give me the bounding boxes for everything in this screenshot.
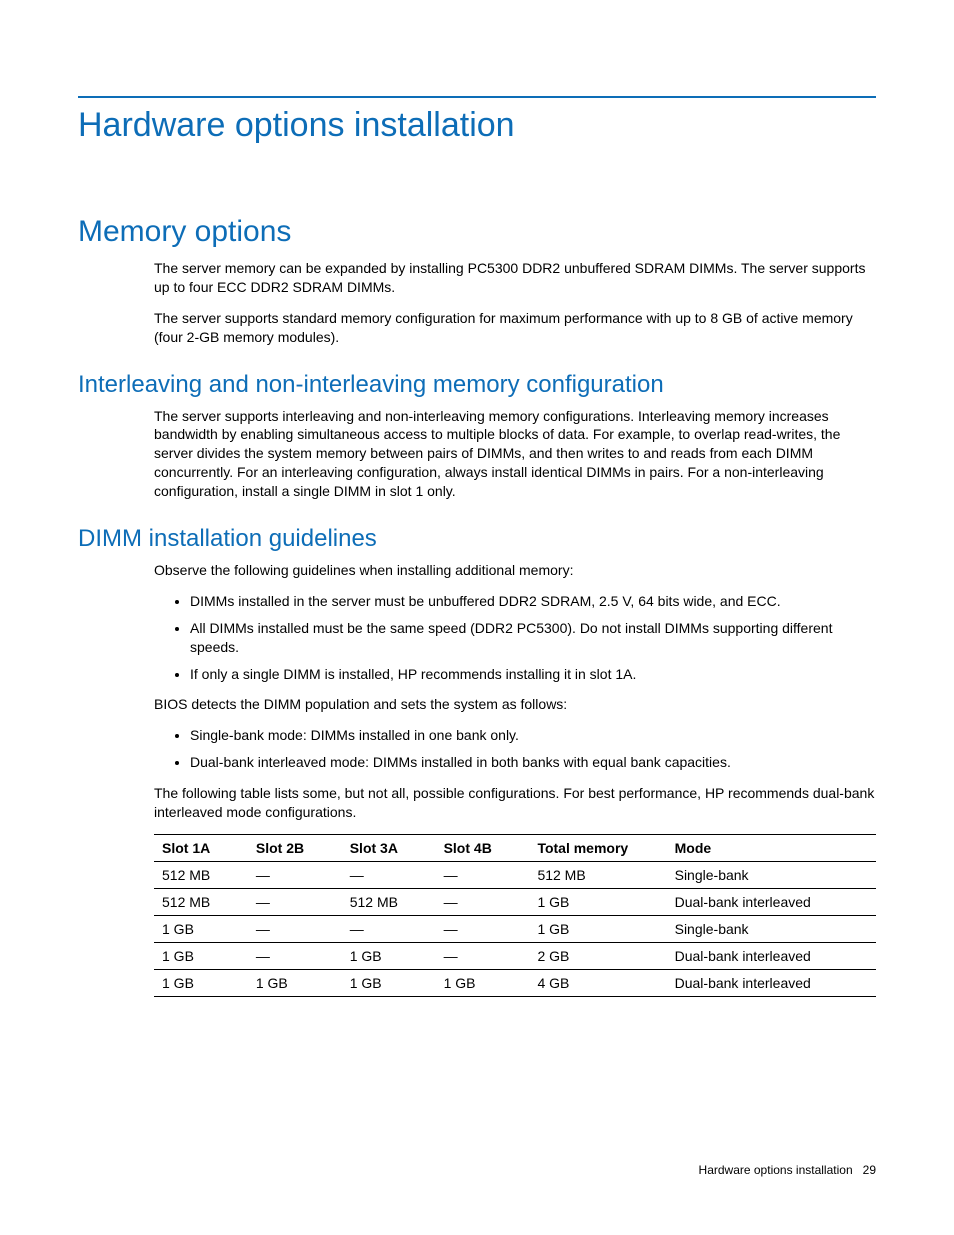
table-cell: — — [436, 942, 530, 969]
table-cell: — — [342, 915, 436, 942]
table-row: 512 MB———512 MBSingle-bank — [154, 861, 876, 888]
table-header-cell: Slot 1A — [154, 834, 248, 861]
table-cell: — — [248, 888, 342, 915]
table-cell: Dual-bank interleaved — [667, 942, 876, 969]
paragraph: The server memory can be expanded by ins… — [154, 259, 876, 297]
table-cell: 1 GB — [154, 942, 248, 969]
list-item: All DIMMs installed must be the same spe… — [190, 619, 876, 657]
table-cell: — — [436, 888, 530, 915]
table-header-cell: Total memory — [529, 834, 666, 861]
table-row: 1 GB———1 GBSingle-bank — [154, 915, 876, 942]
bullet-list-guidelines: DIMMs installed in the server must be un… — [154, 592, 876, 684]
table-cell: 1 GB — [154, 969, 248, 996]
table-header-row: Slot 1A Slot 2B Slot 3A Slot 4B Total me… — [154, 834, 876, 861]
table-cell: 1 GB — [342, 969, 436, 996]
table-cell: — — [436, 861, 530, 888]
list-item: Single-bank mode: DIMMs installed in one… — [190, 726, 876, 745]
table-header-cell: Slot 4B — [436, 834, 530, 861]
table-cell: — — [342, 861, 436, 888]
table-cell: 512 MB — [154, 861, 248, 888]
heading-interleaving: Interleaving and non-interleaving memory… — [78, 371, 876, 399]
table-cell: Single-bank — [667, 861, 876, 888]
list-item: DIMMs installed in the server must be un… — [190, 592, 876, 611]
paragraph: The server supports interleaving and non… — [154, 407, 876, 501]
table-cell: 1 GB — [342, 942, 436, 969]
table-row: 1 GB—1 GB—2 GBDual-bank interleaved — [154, 942, 876, 969]
footer-page-number: 29 — [863, 1163, 876, 1177]
table-cell: — — [248, 915, 342, 942]
list-item: Dual-bank interleaved mode: DIMMs instal… — [190, 753, 876, 772]
table-cell: 1 GB — [154, 915, 248, 942]
table-cell: — — [248, 942, 342, 969]
table-cell: 512 MB — [342, 888, 436, 915]
paragraph: Observe the following guidelines when in… — [154, 561, 876, 580]
table-cell: 512 MB — [154, 888, 248, 915]
list-item: If only a single DIMM is installed, HP r… — [190, 665, 876, 684]
top-rule — [78, 96, 876, 98]
table-header-cell: Slot 3A — [342, 834, 436, 861]
table-cell: — — [248, 861, 342, 888]
table-cell: Dual-bank interleaved — [667, 888, 876, 915]
paragraph: The following table lists some, but not … — [154, 784, 876, 822]
table-row: 1 GB1 GB1 GB1 GB4 GBDual-bank interleave… — [154, 969, 876, 996]
table-header-cell: Mode — [667, 834, 876, 861]
bullet-list-bios-modes: Single-bank mode: DIMMs installed in one… — [154, 726, 876, 772]
paragraph: BIOS detects the DIMM population and set… — [154, 695, 876, 714]
table-cell: 1 GB — [529, 915, 666, 942]
heading-memory-options: Memory options — [78, 215, 876, 249]
table-cell: — — [436, 915, 530, 942]
table-cell: 1 GB — [248, 969, 342, 996]
page-title: Hardware options installation — [78, 106, 876, 145]
table-cell: 2 GB — [529, 942, 666, 969]
paragraph: The server supports standard memory conf… — [154, 309, 876, 347]
table-cell: Dual-bank interleaved — [667, 969, 876, 996]
memory-config-table: Slot 1A Slot 2B Slot 3A Slot 4B Total me… — [154, 834, 876, 997]
table-cell: 1 GB — [529, 888, 666, 915]
table-cell: Single-bank — [667, 915, 876, 942]
heading-dimm-guidelines: DIMM installation guidelines — [78, 525, 876, 553]
table-row: 512 MB—512 MB—1 GBDual-bank interleaved — [154, 888, 876, 915]
table-cell: 4 GB — [529, 969, 666, 996]
table-cell: 1 GB — [436, 969, 530, 996]
table-header-cell: Slot 2B — [248, 834, 342, 861]
footer-text: Hardware options installation — [699, 1163, 853, 1177]
page-footer: Hardware options installation 29 — [699, 1163, 876, 1177]
table-cell: 512 MB — [529, 861, 666, 888]
